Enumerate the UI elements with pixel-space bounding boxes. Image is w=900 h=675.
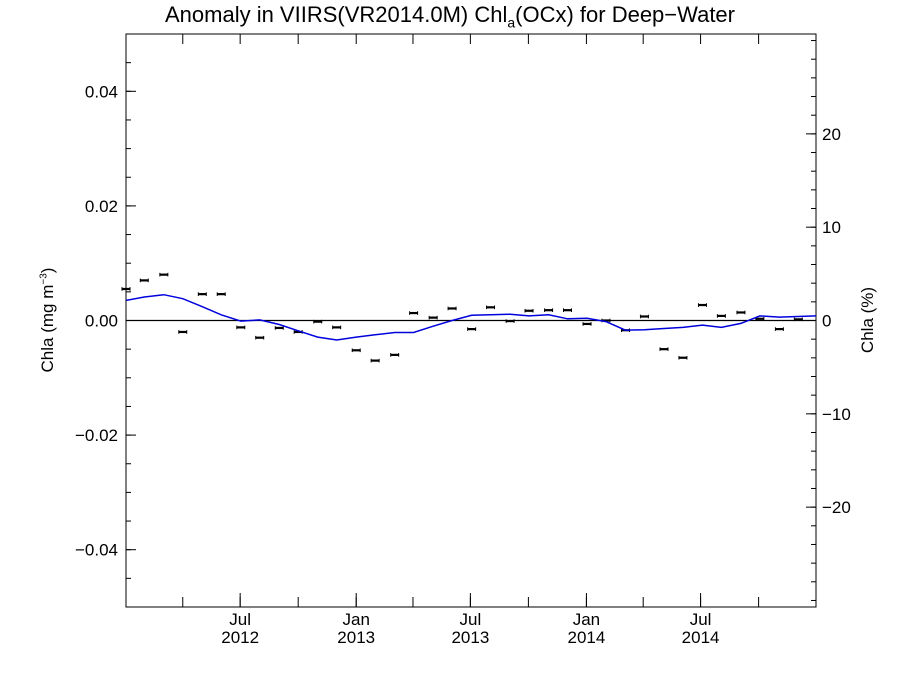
y-left-tick-label: 0.00 <box>85 312 118 331</box>
series-line <box>125 293 817 341</box>
data-point-errorbar <box>736 310 746 315</box>
y-right-tick-label: −10 <box>822 405 851 424</box>
data-point-errorbar <box>139 278 149 283</box>
data-point-errorbar <box>274 326 284 330</box>
data-point-errorbar <box>159 272 169 277</box>
y-left-tick-label: −0.02 <box>75 426 118 445</box>
y-right-tick-label: 20 <box>822 125 841 144</box>
x-tick-year-label: 2014 <box>568 628 606 647</box>
data-point-errorbar <box>216 292 226 296</box>
data-point-errorbar <box>505 319 515 323</box>
x-tick-month-label: Jan <box>342 610 369 629</box>
data-point-errorbar <box>121 287 131 291</box>
y-left-tick-label: −0.04 <box>75 541 118 560</box>
x-tick-month-label: Jul <box>690 610 712 629</box>
x-tick-year-label: 2013 <box>451 628 489 647</box>
data-point-errorbar <box>351 348 361 353</box>
data-point-errorbar <box>178 330 188 334</box>
x-tick-month-label: Jul <box>460 610 482 629</box>
data-point-errorbar <box>486 305 496 310</box>
data-point-errorbar <box>697 303 707 307</box>
data-point-errorbar <box>562 308 572 312</box>
data-point-errorbar <box>428 315 438 320</box>
data-point-errorbar <box>467 327 477 331</box>
data-point-errorbar <box>197 292 207 296</box>
data-point-errorbar <box>524 308 534 313</box>
data-point-errorbar <box>409 311 419 315</box>
data-point-errorbar <box>313 319 323 324</box>
y-right-tick-label: 0 <box>822 312 831 331</box>
data-point-errorbar <box>236 325 246 330</box>
data-point-errorbar <box>544 308 554 312</box>
chart-title: Anomaly in VIIRS(VR2014.0M) Chla(OCx) fo… <box>164 2 735 31</box>
data-point-errorbar <box>716 314 726 318</box>
y-right-tick-label: 10 <box>822 218 841 237</box>
data-point-errorbar <box>774 327 784 331</box>
data-point-errorbar <box>447 306 457 311</box>
y-left-tick-label: 0.04 <box>85 82 118 101</box>
y-right-tick-label: −20 <box>822 498 851 517</box>
data-point-errorbar <box>390 353 400 357</box>
x-tick-year-label: 2013 <box>337 628 375 647</box>
data-point-errorbar <box>255 335 265 340</box>
data-point-errorbar <box>639 314 649 319</box>
data-point-errorbar <box>678 355 688 360</box>
x-tick-month-label: Jan <box>573 610 600 629</box>
x-tick-year-label: 2014 <box>682 628 720 647</box>
data-point-errorbar <box>370 358 380 363</box>
y-left-tick-label: 0.02 <box>85 197 118 216</box>
x-tick-month-label: Jul <box>229 610 251 629</box>
data-point-errorbar <box>659 347 669 351</box>
data-point-errorbar <box>332 325 342 330</box>
data-point-errorbar <box>582 322 592 326</box>
x-tick-year-label: 2012 <box>221 628 259 647</box>
data-point-errorbar <box>793 317 803 322</box>
